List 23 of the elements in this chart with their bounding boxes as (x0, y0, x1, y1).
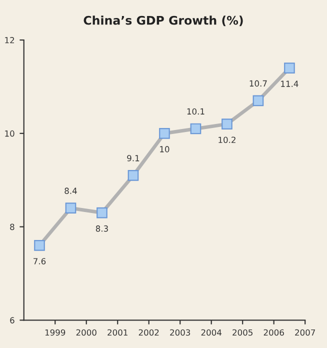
data-label: 10.2 (218, 136, 236, 144)
x-tick-label: 2004 (201, 329, 222, 336)
data-label: 11.4 (281, 80, 298, 87)
x-tick-label: 2007 (295, 329, 315, 336)
data-label: 7.6 (34, 258, 46, 264)
x-tick-label: 2005 (232, 329, 252, 336)
data-label: 10 (160, 146, 170, 152)
y-tick-label: 12 (5, 37, 14, 44)
y-tick-label: 8 (10, 224, 14, 230)
data-label: 8.4 (64, 188, 77, 194)
x-tick-label: 1999 (45, 329, 66, 336)
x-tick-label: 2003 (170, 329, 190, 336)
data-label: 9.1 (127, 155, 140, 162)
data-label: 8.3 (96, 225, 108, 232)
data-label: 10.1 (187, 108, 204, 115)
x-tick-label: 2002 (138, 329, 159, 336)
y-tick-label: 6 (10, 317, 14, 324)
data-label: 10.7 (250, 80, 267, 87)
x-tick-label: 2006 (264, 329, 284, 336)
y-tick-label: 10 (5, 130, 14, 137)
chart-title: China’s GDP Growth (%) (84, 16, 243, 26)
x-tick-label: 2000 (76, 329, 96, 336)
x-tick-label: 2001 (108, 329, 128, 336)
